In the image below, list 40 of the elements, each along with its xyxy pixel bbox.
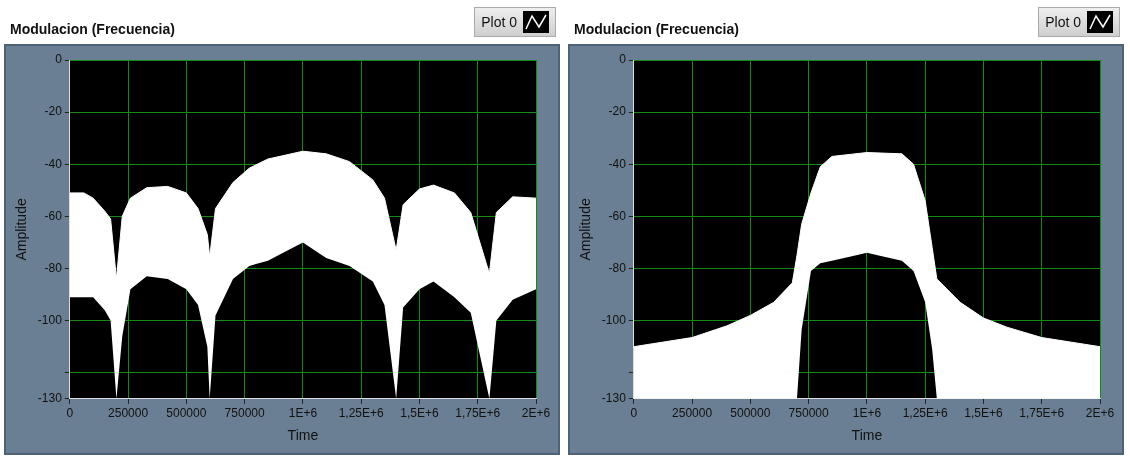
y-tick-label: -20	[608, 104, 627, 119]
y-tick-label: -60	[44, 208, 63, 223]
x-tick-label: 1,5E+6	[400, 406, 439, 421]
x-tick-label: 2E+6	[1085, 406, 1115, 421]
y-axis-title: Amplitude	[13, 198, 30, 261]
x-tick-label: 1,75E+6	[1019, 406, 1065, 421]
y-tick-label: -20	[44, 104, 63, 119]
legend-label: Plot 0	[481, 14, 517, 30]
y-tick-label: 0	[55, 52, 63, 67]
x-tick-label: 500000	[166, 406, 207, 421]
x-axis-title: Time	[851, 427, 883, 444]
x-tick-label: 1E+6	[852, 406, 882, 421]
x-tick-label: 1,5E+6	[964, 406, 1003, 421]
y-axis-title: Amplitude	[577, 198, 594, 261]
y-tick-label: -100	[37, 312, 63, 327]
x-tick-label: 1,25E+6	[902, 406, 949, 421]
chart-title: Modulacion (Frecuencia)	[574, 21, 739, 37]
y-tick-label: 0	[619, 52, 627, 67]
y-tick-label: -80	[44, 260, 63, 275]
x-tick-label: 1E+6	[288, 406, 318, 421]
y-tick-label: -80	[608, 260, 627, 275]
legend-label: Plot 0	[1045, 14, 1081, 30]
x-tick-label: 1,25E+6	[338, 406, 385, 421]
y-tick-label: -130	[601, 391, 627, 406]
x-tick-label: 250000	[108, 406, 149, 421]
x-tick-label: 1,75E+6	[455, 406, 501, 421]
x-tick-label: 500000	[730, 406, 771, 421]
chart-title: Modulacion (Frecuencia)	[10, 21, 175, 37]
y-tick-label: -60	[608, 208, 627, 223]
y-tick-label: -40	[44, 156, 63, 171]
x-tick-label: 250000	[672, 406, 713, 421]
x-axis-title: Time	[287, 427, 319, 444]
x-tick-label: 750000	[788, 406, 829, 421]
x-tick-label: 0	[66, 406, 74, 421]
x-tick-label: 750000	[224, 406, 265, 421]
y-tick-label: -40	[608, 156, 627, 171]
x-tick-label: 0	[630, 406, 638, 421]
y-tick-label: -100	[601, 312, 627, 327]
y-tick-label: -130	[37, 391, 63, 406]
x-tick-label: 2E+6	[521, 406, 551, 421]
